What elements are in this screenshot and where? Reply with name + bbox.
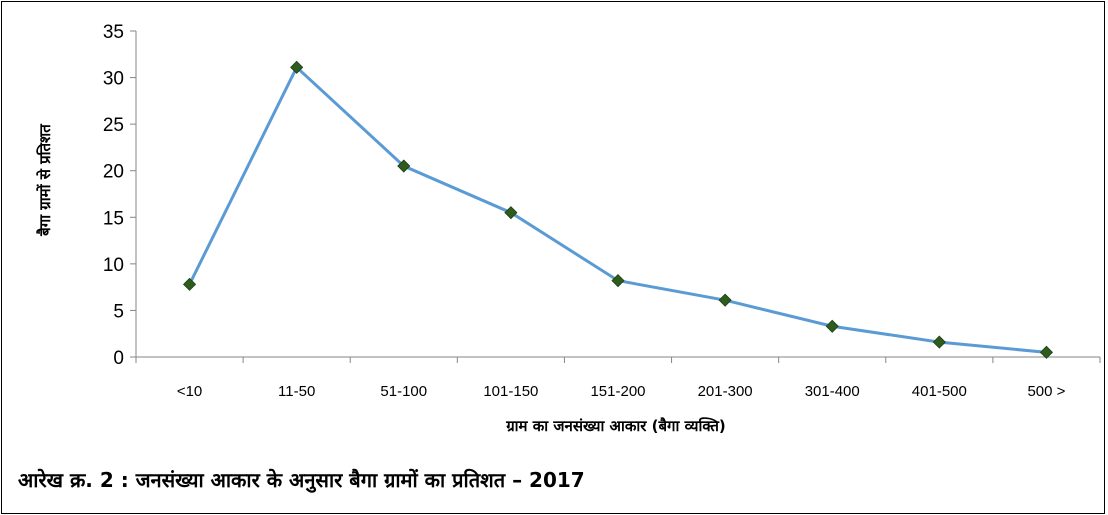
data-point xyxy=(290,60,304,74)
x-tick-label: 11-50 xyxy=(278,383,315,400)
data-point xyxy=(182,277,197,291)
data-point xyxy=(718,293,732,307)
figure-caption: आरेख क्र. 2 : जनसंख्या आकार के अनुसार बै… xyxy=(18,468,585,492)
y-axis-label: बैगा ग्रामों से प्रतिशत xyxy=(36,123,54,237)
y-tick-label: 35 xyxy=(103,22,124,43)
data-point xyxy=(504,206,518,220)
y-tick-label: 30 xyxy=(103,69,124,90)
y-tick-label: 0 xyxy=(113,348,124,369)
x-tick-label: 301-400 xyxy=(805,383,860,400)
x-axis-ticks: <10 11-50 51-100 101-150 151-200 201-300 301-4… xyxy=(135,357,1101,400)
data-point xyxy=(1039,345,1054,359)
x-tick-label: 500 > xyxy=(1027,383,1065,400)
data-point xyxy=(397,159,411,173)
x-tick-label: 201-300 xyxy=(698,383,753,400)
y-tick-label: 5 xyxy=(113,301,124,322)
data-point xyxy=(825,319,839,333)
data-point xyxy=(932,335,946,349)
y-tick-label: 15 xyxy=(103,208,124,229)
data-point xyxy=(611,274,625,288)
x-tick-label: <10 xyxy=(177,383,202,400)
y-tick-label: 10 xyxy=(103,255,124,276)
axes xyxy=(135,31,1100,358)
y-tick-label: 20 xyxy=(103,162,124,183)
x-tick-label: 151-200 xyxy=(590,383,645,400)
y-axis-ticks: 0 5 10 15 20 25 30 35 xyxy=(103,22,136,369)
line-chart: 0 5 10 15 20 25 30 35 <10 11-50 51-100 101-150 151-… xyxy=(36,22,1101,435)
series-line xyxy=(188,64,1047,354)
y-tick-label: 25 xyxy=(103,115,124,136)
x-tick-label: 401-500 xyxy=(912,383,967,400)
x-tick-label: 51-100 xyxy=(380,383,427,400)
x-axis-label: ग्राम का जनसंख्या आकार (बैगा व्यक्ति) xyxy=(505,417,726,435)
data-markers xyxy=(182,60,1054,359)
x-tick-label: 101-150 xyxy=(483,383,538,400)
